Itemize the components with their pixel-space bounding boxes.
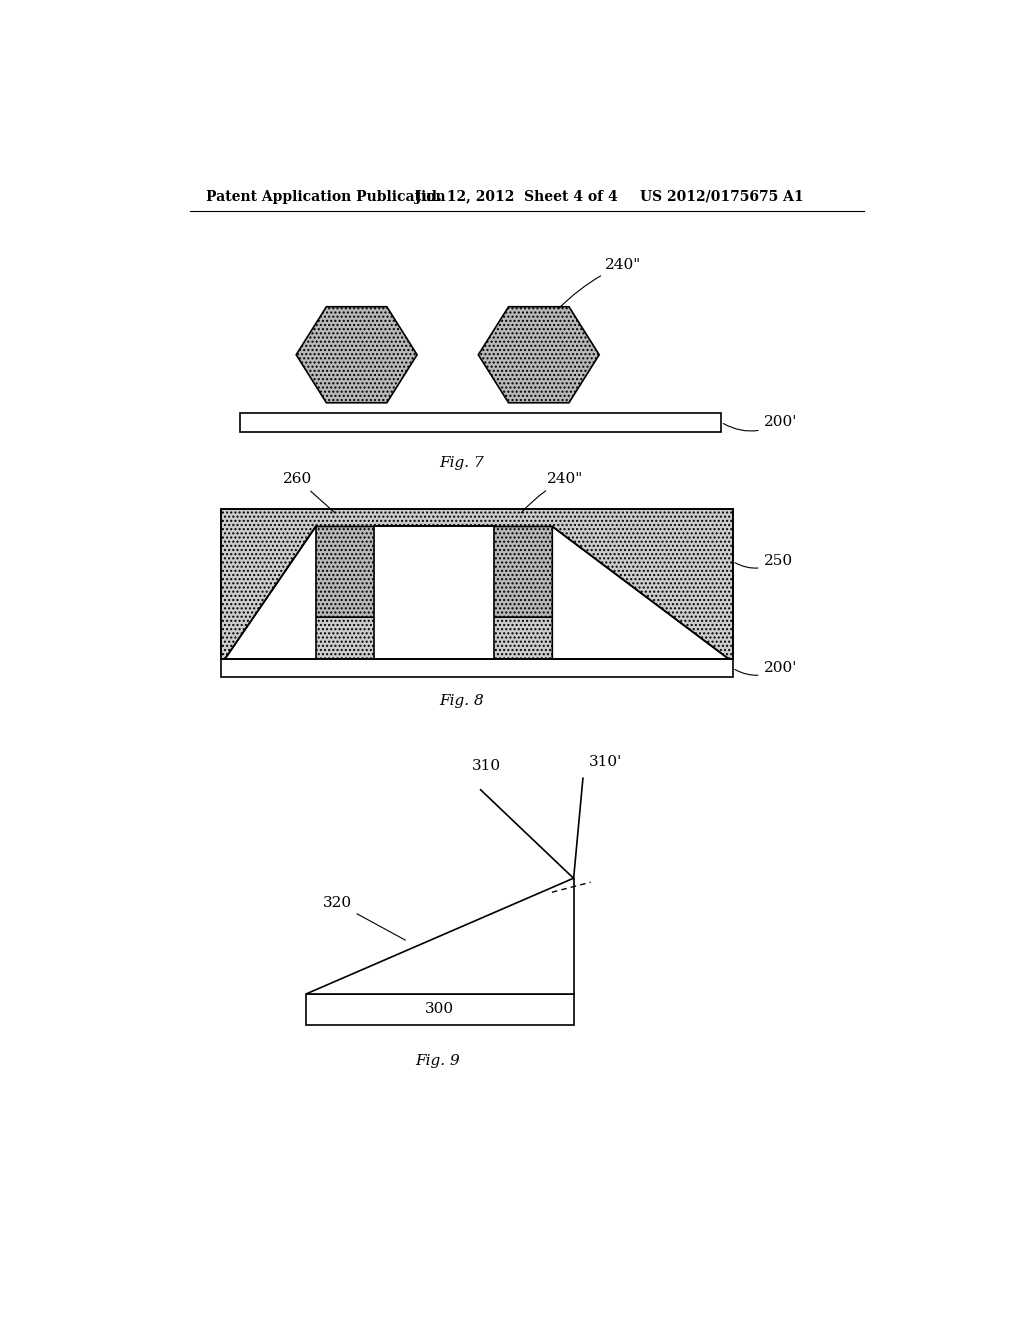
Text: 200': 200' (735, 661, 797, 676)
Text: 240": 240" (521, 473, 583, 512)
Text: Jul. 12, 2012  Sheet 4 of 4: Jul. 12, 2012 Sheet 4 of 4 (415, 190, 617, 203)
Bar (241, 412, 721, 432)
Bar (221, 659, 732, 677)
Text: 310: 310 (472, 759, 502, 774)
Text: 200': 200' (723, 414, 797, 432)
Text: Patent Application Publication: Patent Application Publication (206, 190, 445, 203)
Polygon shape (465, 527, 582, 618)
Polygon shape (374, 527, 495, 659)
Bar (221, 508, 732, 659)
Polygon shape (225, 527, 316, 659)
Polygon shape (306, 878, 573, 994)
Polygon shape (296, 306, 417, 403)
Polygon shape (552, 527, 729, 659)
Text: 300: 300 (425, 1002, 455, 1016)
Bar (306, 994, 573, 1024)
Text: Fig. 9: Fig. 9 (416, 1053, 461, 1068)
Bar (221, 508, 732, 659)
Polygon shape (478, 306, 599, 403)
Text: 320: 320 (323, 896, 406, 940)
Text: 260: 260 (283, 473, 335, 513)
Text: Fig. 8: Fig. 8 (439, 694, 483, 709)
Text: 310': 310' (589, 755, 623, 770)
Text: Fig. 7: Fig. 7 (439, 455, 483, 470)
Text: 240": 240" (559, 257, 641, 309)
Text: US 2012/0175675 A1: US 2012/0175675 A1 (640, 190, 803, 203)
Polygon shape (287, 527, 403, 618)
Text: 250: 250 (735, 554, 793, 569)
